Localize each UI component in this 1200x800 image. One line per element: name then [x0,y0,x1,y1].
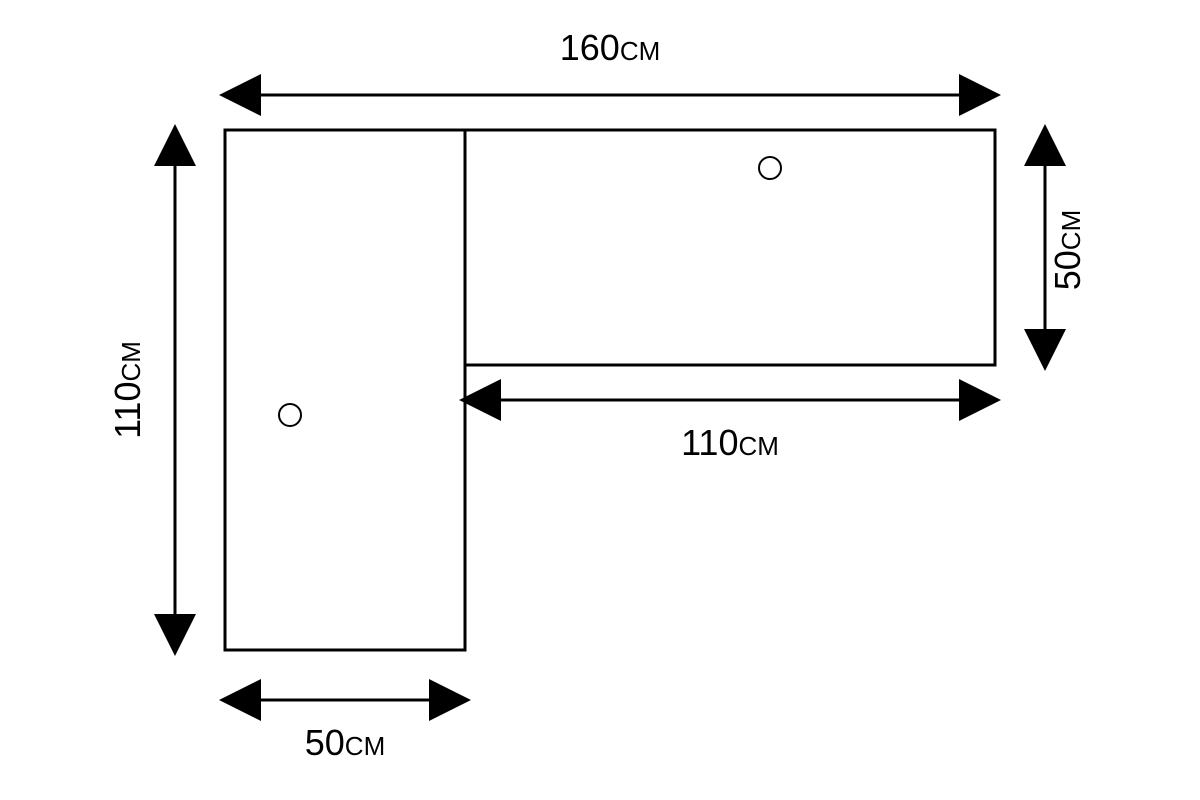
dim-top-unit: CM [620,36,660,66]
dimension-top: 160CM [225,27,995,95]
dimension-diagram: 160CM 110CM 50CM 110CM 50CM [0,0,1200,800]
svg-text:110CM: 110CM [681,422,779,463]
svg-text:110CM: 110CM [107,341,148,439]
l-shape-outline [225,130,995,650]
dimension-left: 110CM [107,130,175,650]
dimension-bottom-left: 50CM [225,700,465,763]
dim-right-unit: CM [1056,210,1086,250]
dim-inner-unit: CM [738,431,778,461]
dim-right-value: 50 [1047,250,1088,290]
dim-left-value: 110 [107,382,148,439]
svg-text:50CM: 50CM [1047,210,1088,290]
dimension-inner: 110CM [465,400,995,463]
dimension-right: 50CM [1045,130,1088,365]
hole-marker-1 [279,404,301,426]
dim-bl-value: 50 [305,722,345,763]
hole-marker-2 [759,157,781,179]
dim-inner-value: 110 [681,422,738,463]
svg-text:50CM: 50CM [305,722,385,763]
dim-top-value: 160 [560,27,620,68]
dim-left-unit: CM [116,341,146,381]
svg-text:160CM: 160CM [560,27,661,68]
dim-bl-unit: CM [345,731,385,761]
